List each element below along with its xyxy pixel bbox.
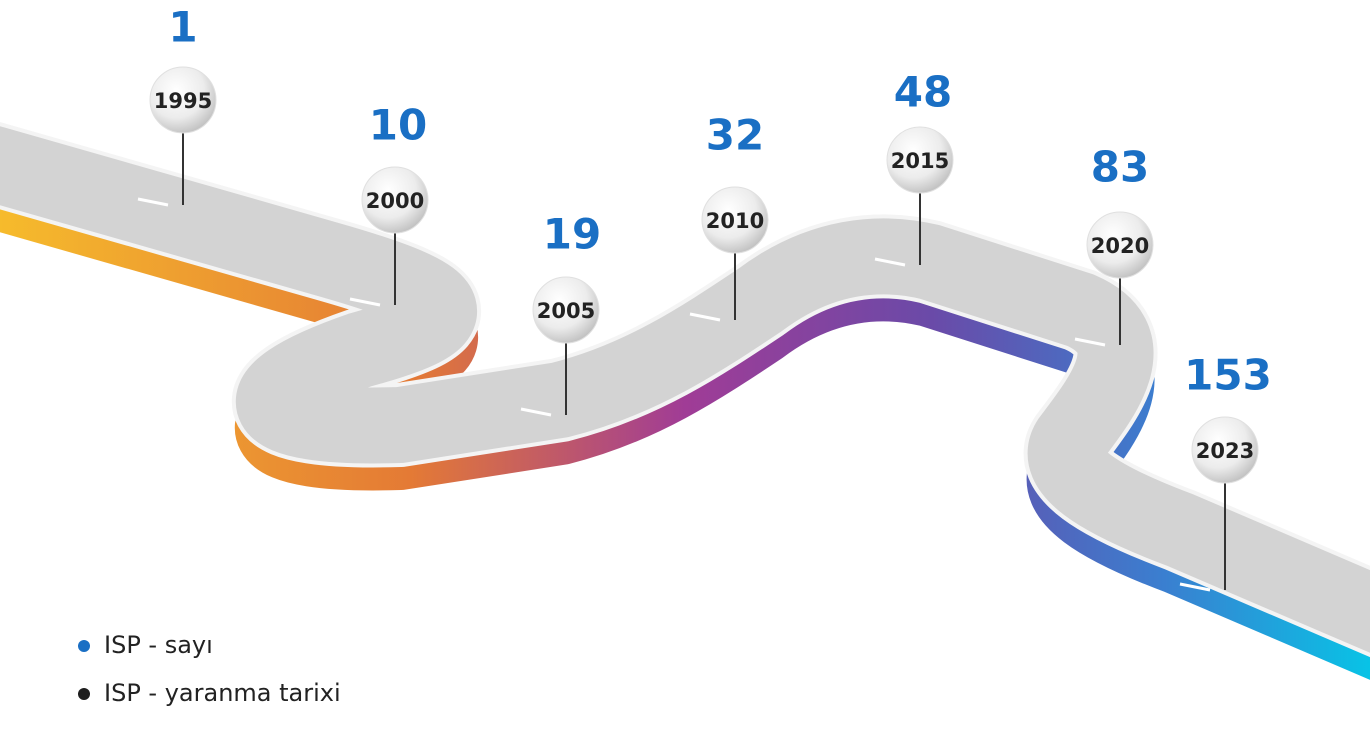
legend: ISP - sayı ISP - yaranma tarixi	[78, 631, 341, 707]
year: 2020	[1091, 234, 1149, 258]
isp-count: 153	[1184, 351, 1272, 400]
legend-label: ISP - sayı	[104, 631, 213, 659]
legend-dot	[78, 640, 90, 652]
year: 2000	[366, 189, 424, 213]
year: 2005	[537, 299, 595, 323]
isp-count: 19	[543, 210, 601, 259]
isp-count: 10	[369, 101, 427, 150]
year: 1995	[154, 89, 212, 113]
road	[0, 160, 1370, 646]
legend-dot	[78, 688, 90, 700]
year: 2023	[1196, 439, 1254, 463]
timeline: 1995 1 2000 10 2005 19 2010 32 2015 48 2020 83 2023 1…	[0, 0, 1370, 738]
legend-label: ISP - yaranma tarixi	[104, 679, 341, 707]
isp-count: 83	[1091, 143, 1149, 192]
year: 2010	[706, 209, 764, 233]
year: 2015	[891, 149, 949, 173]
isp-count: 1	[168, 3, 197, 52]
isp-count: 48	[894, 68, 952, 117]
isp-count: 32	[706, 111, 764, 160]
